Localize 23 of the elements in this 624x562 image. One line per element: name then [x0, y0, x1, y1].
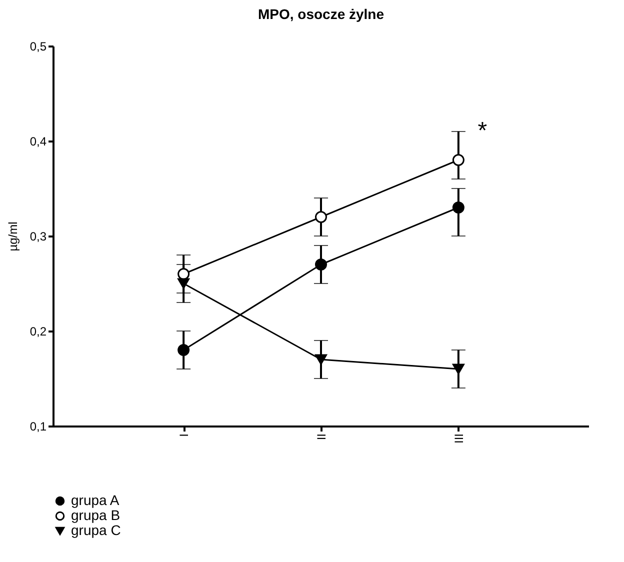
point: [315, 258, 327, 270]
y-tick-label: 0,5: [30, 40, 47, 54]
point: [452, 364, 464, 374]
point: [452, 202, 464, 214]
y-tick-label: 0,4: [30, 134, 47, 148]
x-tick-label: II: [314, 434, 328, 440]
point: [452, 154, 464, 166]
point: [178, 278, 190, 289]
legend-label: grupa A: [71, 492, 120, 508]
point: [178, 344, 190, 356]
y-axis-title: µg/ml: [6, 222, 20, 252]
point: [178, 268, 190, 280]
y-tick-label: 0,1: [30, 420, 47, 434]
x-tick-label: I: [177, 434, 192, 437]
y-tick-label: 0,3: [30, 230, 47, 244]
y-tick-label: 0,2: [30, 324, 47, 338]
chart-title: MPO, osocze żylne: [258, 6, 384, 22]
point: [315, 211, 327, 223]
x-tick-label: III: [452, 434, 466, 444]
point: [315, 354, 327, 365]
legend-label: grupa C: [71, 522, 121, 538]
annotation: *: [478, 118, 488, 144]
legend-label: grupa B: [71, 507, 120, 523]
